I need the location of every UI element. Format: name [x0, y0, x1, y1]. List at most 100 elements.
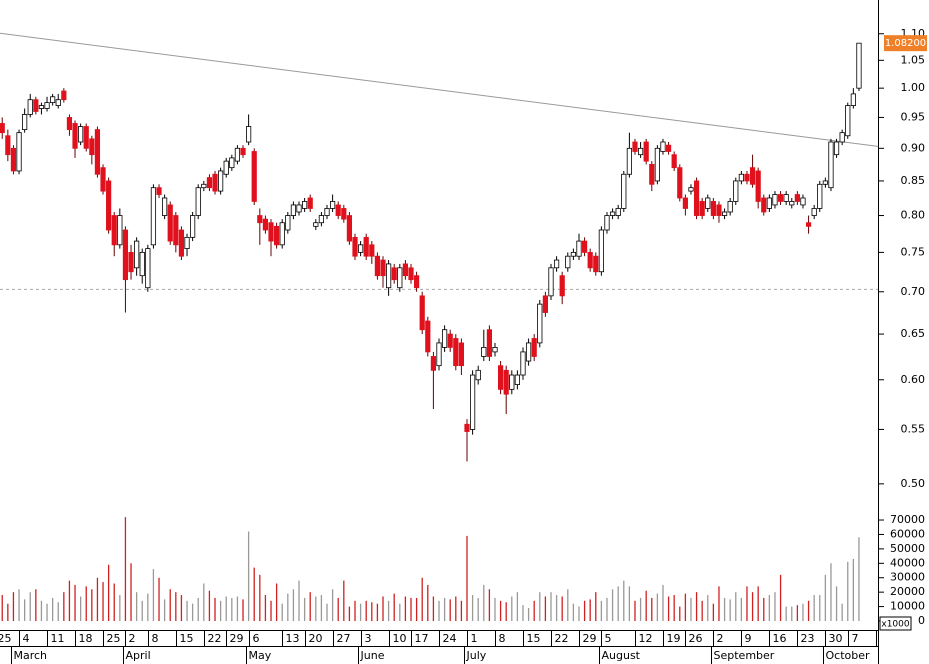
y-tick-label: 1.05 — [901, 53, 926, 66]
candle-body — [402, 263, 409, 277]
candle-body — [576, 240, 582, 257]
candle-body — [777, 194, 784, 202]
candle-body — [335, 204, 341, 216]
candle-body — [212, 173, 218, 192]
candle-body — [453, 338, 459, 367]
candle-body — [94, 129, 101, 175]
x-tick-label: 15 — [180, 632, 194, 645]
x-tick-label: 12 — [639, 632, 653, 645]
candle-body — [671, 154, 677, 169]
x-tick-label: 17 — [415, 632, 429, 645]
candle-body — [162, 197, 168, 216]
volume-unit-label: x1000 — [881, 620, 910, 630]
candle-body — [414, 275, 420, 289]
candle-body — [772, 194, 778, 206]
candle-body — [649, 163, 655, 185]
volume-tick-label: 40000 — [890, 556, 925, 569]
candle-body — [167, 204, 173, 242]
candle-body — [78, 126, 84, 143]
candle-body — [654, 147, 660, 182]
candle-body — [0, 123, 5, 134]
candle-body — [156, 187, 162, 195]
candle-body — [408, 267, 414, 281]
y-tick-label: 0.60 — [901, 373, 926, 386]
volume-tick-label: 50000 — [890, 542, 925, 555]
candle-body — [705, 197, 711, 209]
candle-body — [374, 255, 381, 277]
candle-body — [5, 135, 11, 156]
candle-body — [520, 351, 526, 376]
candle-body — [352, 236, 358, 257]
candle-body — [257, 215, 263, 224]
candle-body — [55, 99, 61, 106]
candle-body — [33, 99, 39, 112]
x-tick-label: 2 — [129, 632, 136, 645]
y-tick-label: 0.80 — [901, 209, 926, 222]
candle-body — [531, 338, 537, 357]
candle-body — [240, 147, 246, 156]
candle-body — [565, 255, 571, 269]
candle-body — [436, 342, 442, 367]
last-price-box — [884, 35, 927, 52]
volume-tick-label: 20000 — [890, 585, 925, 598]
candle-body — [341, 208, 347, 220]
candle-body — [542, 295, 548, 313]
x-tick-label: 22 — [208, 632, 222, 645]
candle-body — [307, 197, 313, 209]
x-tick-label: 8 — [152, 632, 159, 645]
candle-body — [173, 215, 179, 246]
candle-body — [66, 117, 73, 130]
candle-body — [190, 215, 196, 238]
volume-tick-label: 60000 — [890, 527, 925, 540]
candle-body — [525, 342, 532, 362]
candle-body — [688, 187, 694, 192]
month-label: March — [14, 649, 48, 662]
x-tick-label: 6 — [253, 632, 260, 645]
candle-body — [206, 177, 213, 189]
candle-body — [749, 167, 756, 185]
candle-body — [318, 215, 325, 224]
candle-body — [380, 259, 386, 277]
candle-body — [44, 102, 50, 109]
trend-line — [0, 32, 878, 147]
candle-body — [559, 275, 565, 297]
candle-body — [290, 204, 297, 216]
candle-body — [145, 248, 151, 289]
candle-body — [626, 147, 632, 175]
volume-tick-label: 10000 — [890, 600, 925, 613]
candle-body — [643, 141, 649, 162]
x-tick-label: 20 — [309, 632, 323, 645]
candle-body — [604, 215, 610, 231]
candle-body — [128, 251, 134, 273]
candle-body — [811, 208, 817, 216]
candle-body — [783, 194, 789, 202]
x-tick-label: 19 — [667, 632, 681, 645]
candle-body — [89, 138, 95, 156]
candle-body — [134, 240, 140, 269]
candle-body — [755, 170, 761, 202]
candle-body — [234, 147, 241, 162]
candle-body — [324, 208, 330, 216]
candle-body — [637, 147, 644, 156]
candle-body — [721, 211, 728, 216]
candle-body — [22, 114, 28, 130]
x-tick-label: 8 — [499, 632, 506, 645]
candle-body — [828, 141, 834, 189]
candle-body — [61, 90, 67, 101]
x-tick-label: 29 — [230, 632, 244, 645]
candle-body — [397, 267, 403, 289]
month-label: September — [714, 649, 775, 662]
candle-body — [682, 197, 688, 209]
month-label: May — [249, 649, 272, 662]
x-tick-label: 5 — [605, 632, 612, 645]
candle-body — [296, 204, 302, 213]
candle-body — [72, 123, 78, 149]
candle-body — [330, 201, 336, 209]
candle-body — [833, 141, 840, 156]
month-label: April — [126, 649, 151, 662]
candle-body — [139, 251, 145, 277]
candle-body — [419, 295, 425, 331]
y-tick-label: 0.55 — [901, 422, 926, 435]
candle-body — [699, 201, 705, 216]
candle-body — [761, 197, 767, 213]
